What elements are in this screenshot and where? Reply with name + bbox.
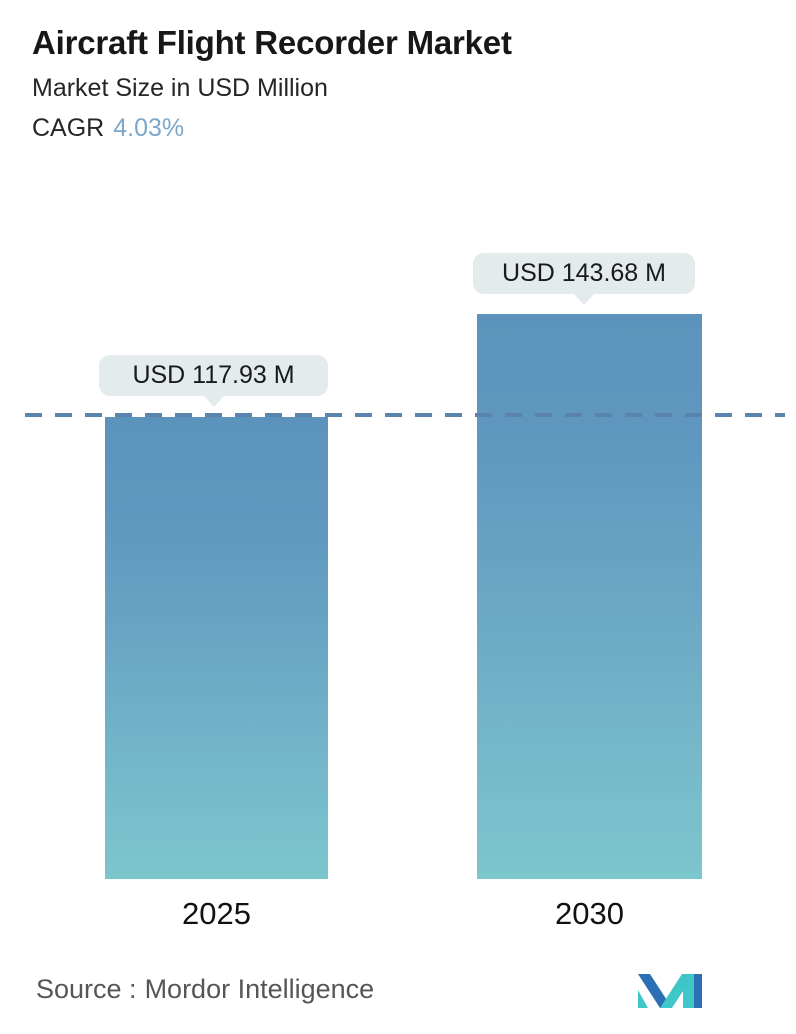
bubble-pointer-icon [203,396,224,407]
value-label-2025: USD 117.93 M [132,361,295,389]
value-bubble-2025: USD 117.93 M [99,355,328,407]
chart-subtitle: Market Size in USD Million [32,74,328,102]
source-prefix-label: Source : [36,974,137,1004]
value-label-2030: USD 143.68 M [502,259,666,287]
category-label-2030: 2030 [555,896,624,931]
cagr-value: 4.03% [113,114,185,142]
category-label-2025: 2025 [182,896,251,931]
page-title: Aircraft Flight Recorder Market [32,24,512,61]
reference-dashed-line [25,413,785,417]
bar-2025 [105,417,328,879]
value-bubble-2030: USD 143.68 M [473,253,695,305]
mordor-intelligence-logo-icon [638,974,702,1008]
source-attribution: Source : Mordor Intelligence [36,970,374,1008]
cagr-row: CAGR 4.03% [32,110,772,146]
source-name-label: Mordor Intelligence [144,974,375,1004]
cagr-label: CAGR [32,114,105,142]
bar-2030 [477,314,702,879]
bubble-pointer-icon [574,294,594,305]
chart-header: Aircraft Flight Recorder Market Market S… [32,22,772,146]
chart-footer: Source : Mordor Intelligence [36,970,760,1014]
